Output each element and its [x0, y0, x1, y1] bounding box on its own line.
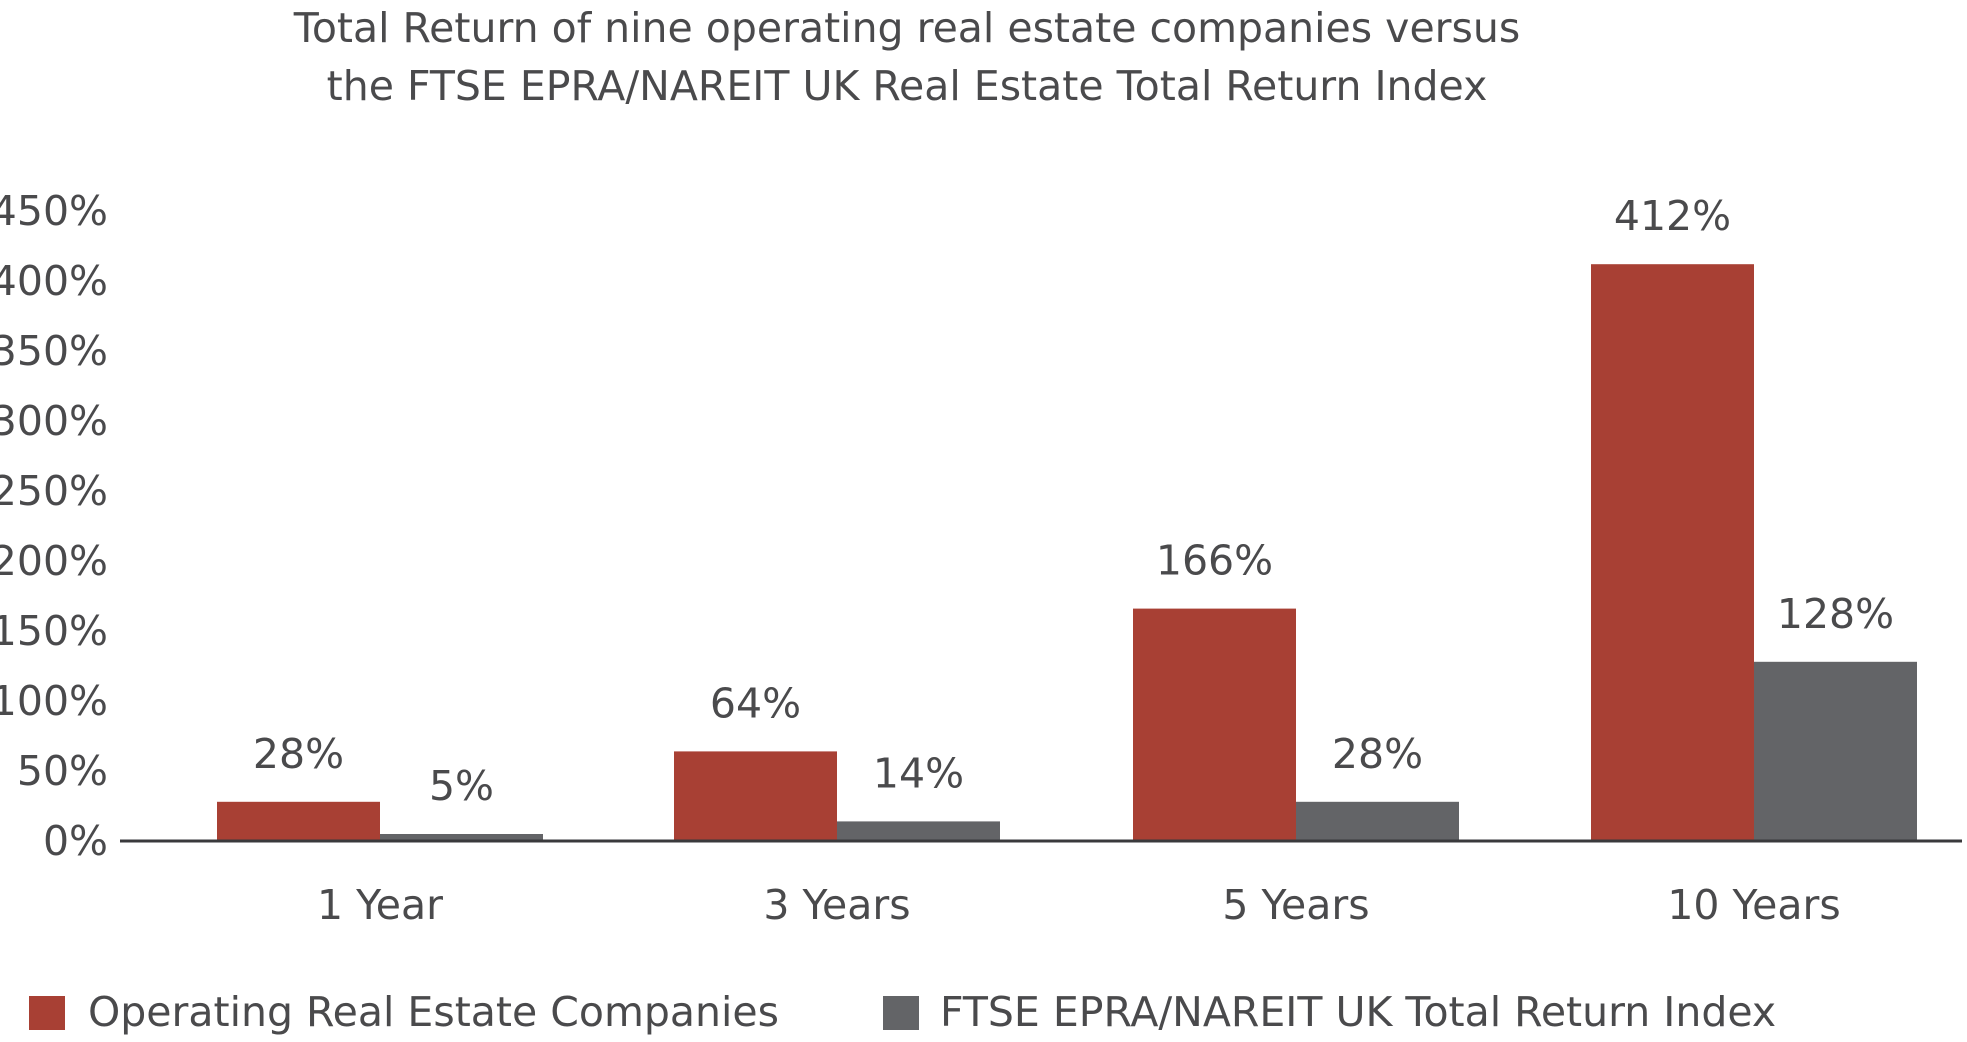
y-tick-label: 400% — [0, 257, 108, 305]
chart-title-line-1: Total Return of nine operating real esta… — [293, 4, 1520, 52]
bar-series-2-5-years — [1296, 801, 1459, 841]
y-tick-label: 100% — [0, 677, 108, 725]
legend-swatch — [29, 996, 65, 1030]
data-label: 5% — [429, 762, 494, 810]
chart-title-line-2: the FTSE EPRA/NAREIT UK Real Estate Tota… — [327, 62, 1488, 110]
data-label: 28% — [1332, 730, 1423, 778]
y-tick-label: 350% — [0, 327, 108, 375]
y-axis: 0% 50% 100% 150% 200% 250% 300% 350% 400% 450% — [0, 187, 108, 865]
legend-label: Operating Real Estate Companies — [88, 988, 779, 1036]
x-tick-label: 10 Years — [1667, 881, 1840, 929]
value-labels: 28% 64% 166% 412% 5% 14% 28% 128% — [253, 192, 1894, 810]
bars — [217, 264, 1917, 841]
data-label: 166% — [1156, 537, 1273, 585]
bar-series-2-1-year — [380, 834, 543, 841]
data-label: 28% — [253, 730, 344, 778]
y-tick-label: 300% — [0, 397, 108, 445]
data-label: 64% — [710, 679, 801, 727]
bar-series-1-5-years — [1133, 608, 1296, 841]
y-tick-label: 200% — [0, 537, 108, 585]
bar-series-2-10-years — [1754, 661, 1917, 841]
legend-label: FTSE EPRA/NAREIT UK Total Return Index — [940, 988, 1776, 1036]
x-tick-label: 3 Years — [763, 881, 910, 929]
bar-series-1-1-year — [217, 801, 380, 841]
x-axis: 1 Year 3 Years 5 Years 10 Years — [317, 881, 1841, 929]
y-tick-label: 450% — [0, 187, 108, 235]
x-tick-label: 5 Years — [1222, 881, 1369, 929]
x-tick-label: 1 Year — [317, 881, 443, 929]
data-label: 128% — [1777, 590, 1894, 638]
legend: Operating Real Estate Companies FTSE EPRA… — [29, 988, 1776, 1036]
y-tick-label: 50% — [17, 747, 108, 795]
y-tick-label: 0% — [43, 817, 108, 865]
bar-series-1-10-years — [1591, 264, 1754, 841]
legend-swatch — [883, 996, 919, 1030]
y-tick-label: 250% — [0, 467, 108, 515]
y-tick-label: 150% — [0, 607, 108, 655]
bar-series-2-3-years — [837, 821, 1000, 841]
bar-series-1-3-years — [674, 751, 837, 841]
data-label: 412% — [1614, 192, 1731, 240]
data-label: 14% — [873, 749, 964, 797]
